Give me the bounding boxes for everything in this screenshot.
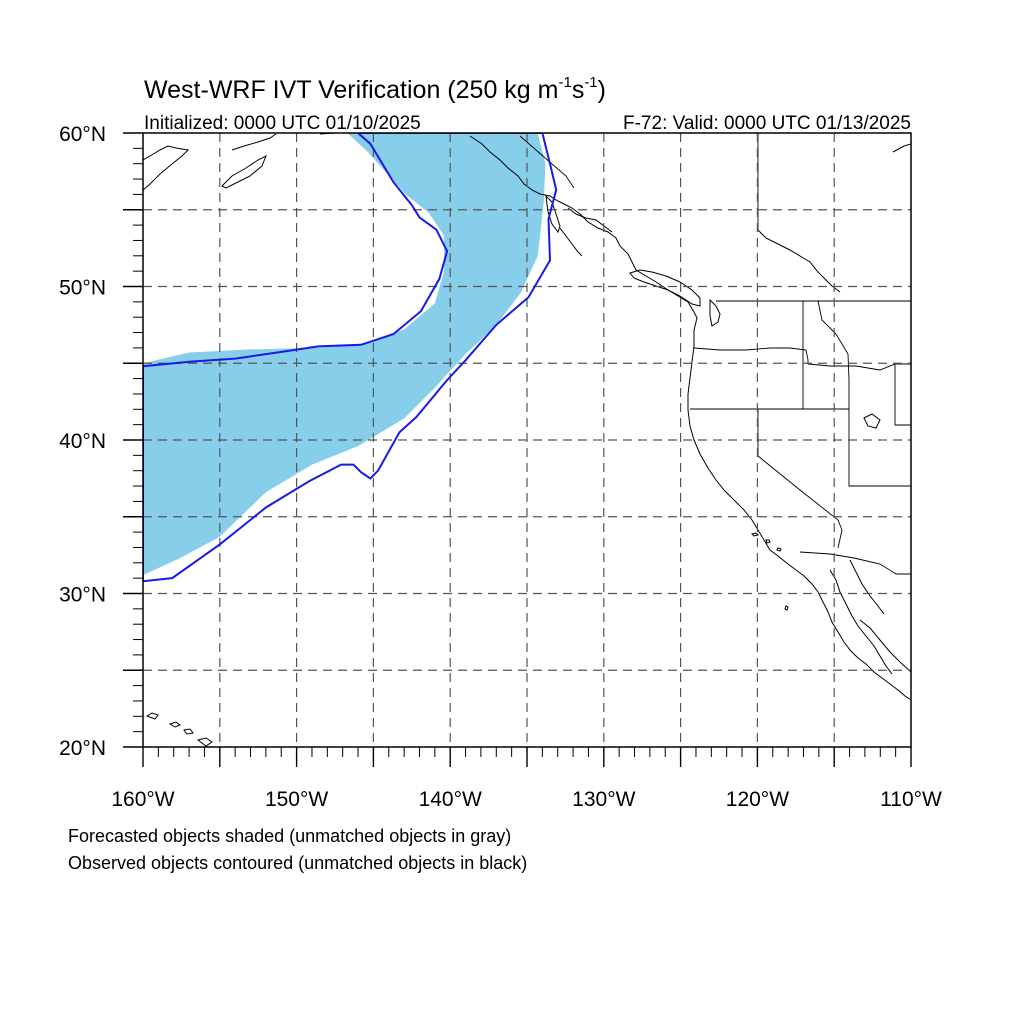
lon-label: 130°W	[572, 788, 635, 811]
forecast-legend-note: Forecasted objects shaded (unmatched obj…	[68, 826, 512, 846]
political-boundaries	[519, 133, 911, 575]
map-plot-area	[143, 133, 911, 747]
graticule	[143, 133, 911, 747]
lon-label: 140°W	[419, 788, 482, 811]
lat-label: 50°N	[59, 277, 106, 300]
lon-label: 110°W	[880, 788, 942, 811]
gulf-of-alaska-coast	[231, 133, 337, 151]
id-border	[802, 300, 850, 409]
ca-nv-border	[757, 409, 843, 549]
lat-label: 60°N	[59, 123, 106, 146]
bc-north-coast	[469, 135, 698, 319]
valid-time-label: F-72: Valid: 0000 UTC 01/13/2025	[623, 113, 911, 134]
observed-ivt-object	[143, 133, 558, 583]
lon-label: 150°W	[265, 788, 328, 811]
mexico-coast	[859, 619, 911, 673]
vancouver-island	[629, 269, 701, 307]
us-mexico-border	[799, 551, 911, 575]
lon-label: 160°W	[111, 788, 174, 811]
longitude-labels: 160°W 150°W 140°W 130°W 120°W 110°W	[111, 788, 942, 811]
baja-california	[829, 559, 893, 675]
or-ne-border	[807, 363, 896, 371]
forecast-ivt-object	[143, 133, 546, 576]
bc-interior-line	[757, 229, 841, 293]
axis-ticks	[123, 132, 912, 767]
lat-label: 30°N	[59, 584, 106, 607]
channel-islands	[751, 532, 789, 611]
lat-label: 20°N	[59, 737, 106, 760]
wa-or-border	[693, 347, 809, 364]
nv-ut-border	[848, 409, 911, 487]
puget-sound	[709, 298, 721, 327]
lat-label: 40°N	[59, 430, 106, 453]
alaska-coast	[143, 145, 190, 191]
latitude-labels: 60°N 50°N 40°N 30°N 20°N	[59, 123, 106, 760]
lon-label: 120°W	[726, 788, 789, 811]
map-title: West-WRF IVT Verification (250 kg m-1s-1…	[144, 74, 606, 104]
coastlines	[143, 133, 911, 747]
alaska-bc-border	[519, 135, 575, 189]
bc-islands	[559, 207, 613, 257]
observed-legend-note: Observed objects contoured (unmatched ob…	[68, 853, 528, 873]
kenai-kodiak-coast	[221, 154, 267, 189]
ut-wy-border	[894, 363, 911, 426]
hawaii-islands	[145, 712, 213, 747]
init-time-label: Initialized: 0000 UTC 01/10/2025	[144, 113, 421, 134]
great-salt-lake	[863, 413, 881, 429]
us-west-coast	[687, 317, 911, 701]
canada-northeast	[892, 143, 911, 153]
